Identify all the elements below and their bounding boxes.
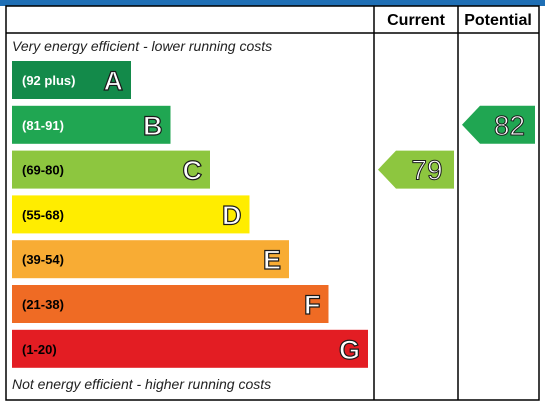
score-markers: 79 82 (378, 105, 535, 189)
top-strip (0, 0, 545, 6)
band-range-label: (39-54) (22, 252, 64, 267)
band-b: (81-91) B (12, 105, 171, 144)
band-letter: E (263, 245, 281, 275)
band-d: (55-68) D (12, 195, 250, 234)
band-bar (12, 150, 210, 189)
band-letter: F (304, 290, 321, 320)
band-letter: A (104, 66, 124, 96)
band-letter: C (183, 156, 203, 186)
band-bar (12, 240, 289, 279)
band-letter: G (339, 335, 360, 365)
band-f: (21-38) F (12, 285, 329, 323)
inefficient-note: Not energy efficient - higher running co… (12, 376, 271, 392)
band-e: (39-54) E (12, 240, 289, 279)
efficient-note: Very energy efficient - lower running co… (12, 38, 272, 54)
band-letter: D (222, 200, 242, 230)
band-a: (92 plus) A (12, 61, 131, 99)
current-rating: 79 (378, 150, 454, 189)
band-bar (12, 61, 131, 99)
band-range-label: (1-20) (22, 342, 57, 357)
band-range-label: (81-91) (22, 118, 64, 133)
potential-rating-value: 82 (494, 110, 525, 141)
rating-bands: (92 plus) A (81-91) B (69-80) C (55-68) D (39-54… (12, 61, 368, 368)
potential-rating-arrow (462, 105, 535, 144)
band-bar (12, 105, 171, 144)
band-bar (12, 329, 368, 368)
band-range-label: (92 plus) (22, 73, 75, 88)
band-g: (1-20) G (12, 329, 368, 368)
band-c: (69-80) C (12, 150, 210, 189)
band-range-label: (55-68) (22, 207, 64, 222)
band-letter: B (143, 111, 163, 141)
current-rating-value: 79 (411, 155, 442, 186)
potential-rating: 82 (462, 105, 535, 144)
band-range-label: (69-80) (22, 163, 64, 178)
chart-frame (5, 5, 540, 401)
current-column-header: Current (387, 12, 445, 29)
band-range-label: (21-38) (22, 297, 64, 312)
band-bar (12, 195, 250, 234)
current-rating-arrow (378, 150, 454, 189)
potential-column-header: Potential (464, 12, 532, 29)
band-bar (12, 285, 329, 323)
